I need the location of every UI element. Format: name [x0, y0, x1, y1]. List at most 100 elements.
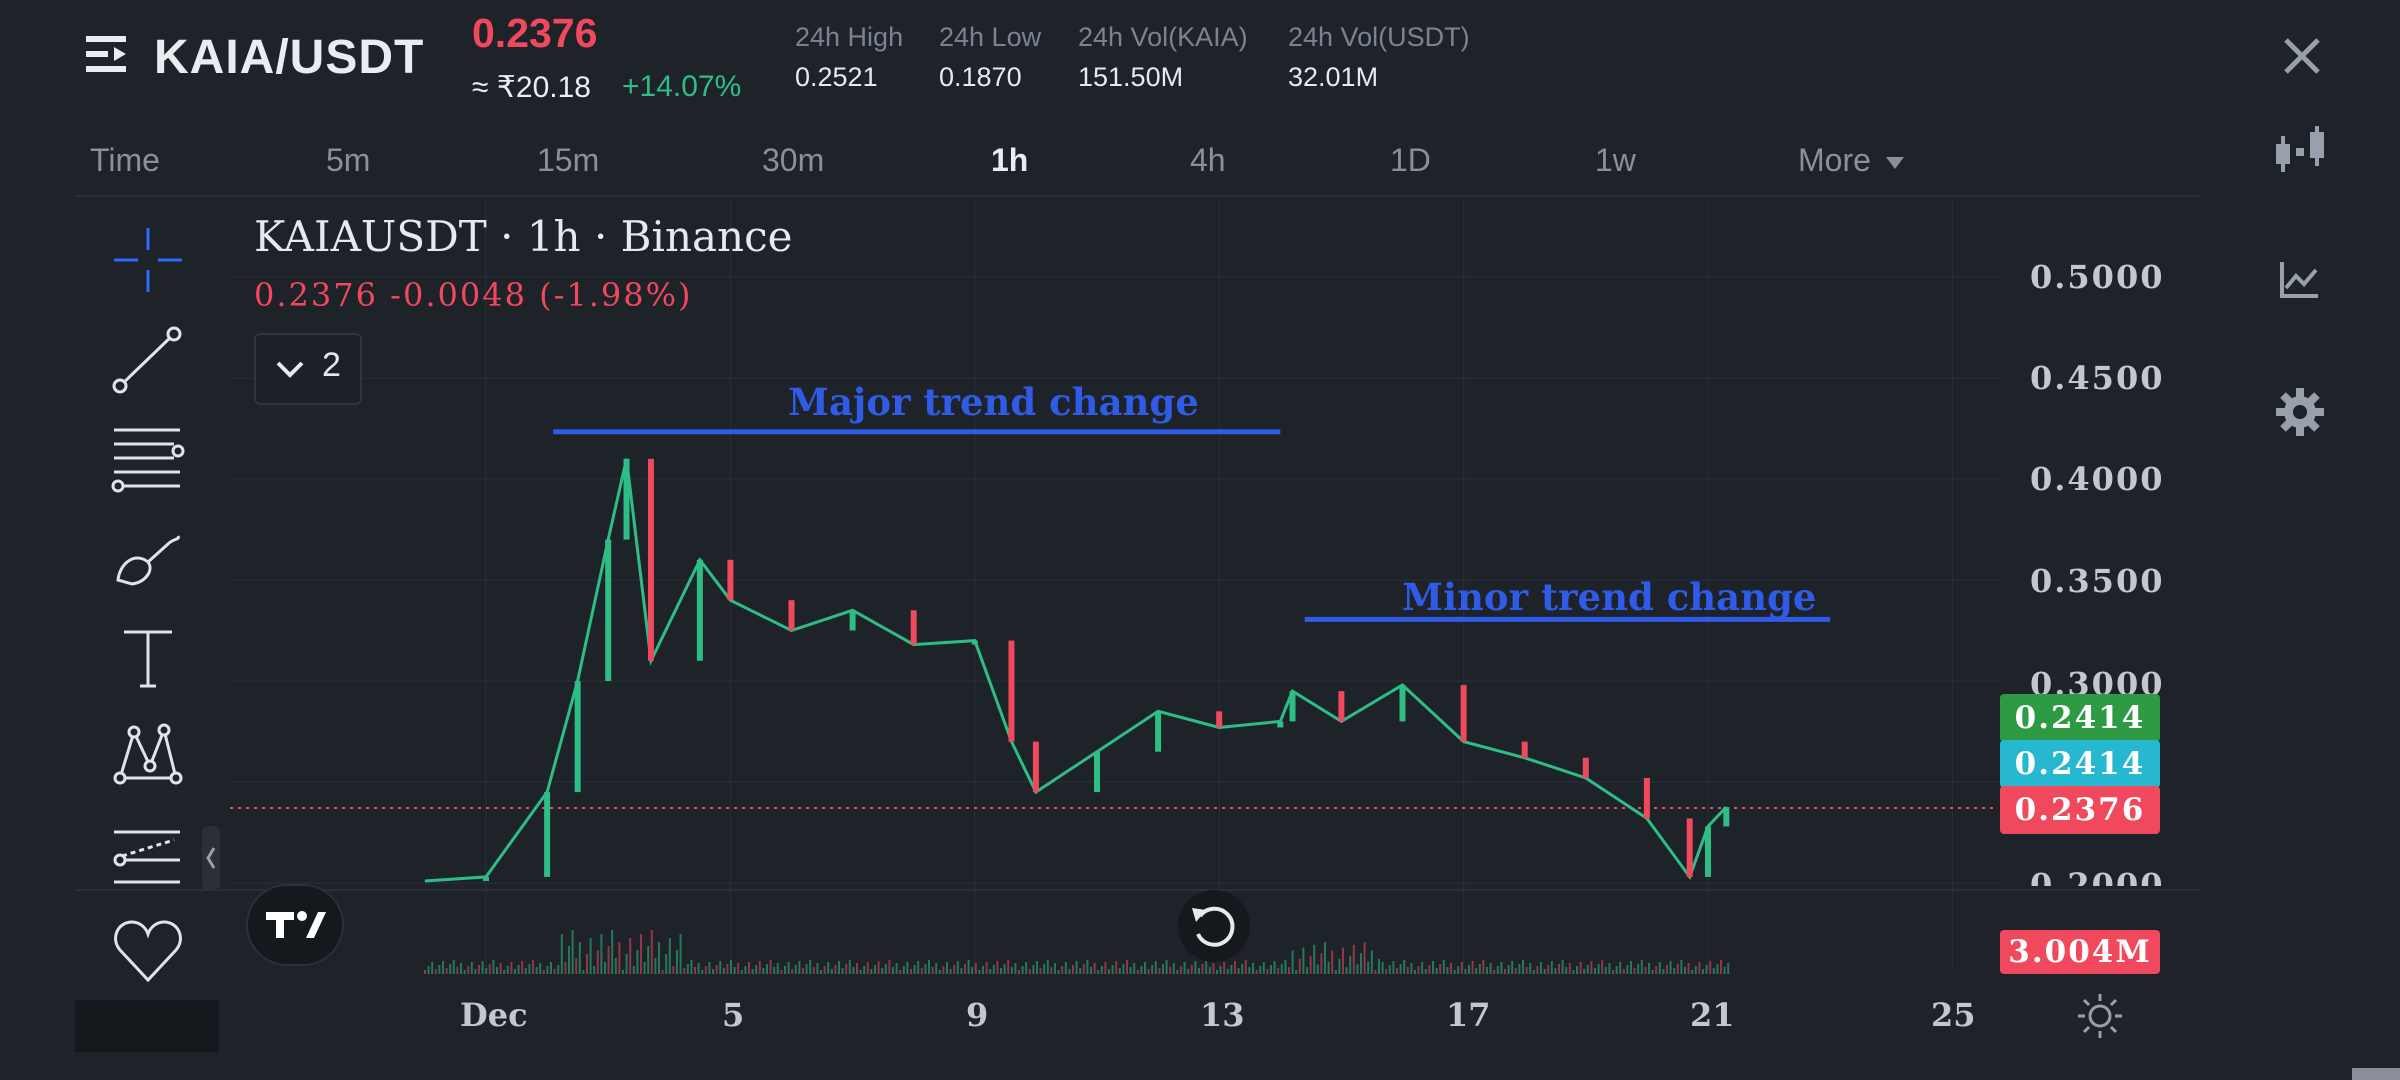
sidebar-collapse-handle[interactable]: [202, 826, 220, 890]
fib-lines-icon[interactable]: [110, 420, 186, 496]
volume-bar: [942, 966, 945, 974]
volume-bar: [1129, 967, 1132, 974]
annotation-minor[interactable]: Minor trend change: [1402, 575, 1817, 619]
volume-bar: [438, 965, 441, 974]
candlestick-icon[interactable]: [2268, 118, 2332, 182]
theme-toggle-icon[interactable]: [2076, 992, 2124, 1040]
trendline-icon[interactable]: [110, 322, 186, 398]
text-icon[interactable]: [110, 620, 186, 696]
price-point-mark: [910, 610, 917, 645]
volume-bar: [1633, 968, 1636, 974]
tf-1h[interactable]: 1h: [991, 142, 1029, 178]
tf-more[interactable]: More: [1798, 142, 1904, 179]
volume-bar: [528, 964, 531, 974]
reset-chart-button[interactable]: [1178, 890, 1250, 962]
pair-symbol[interactable]: KAIA/USDT: [154, 31, 425, 84]
volume-bar: [1219, 966, 1222, 974]
volume-bar: [719, 961, 722, 974]
tf-1d[interactable]: 1D: [1390, 142, 1431, 178]
volume-bar: [1302, 947, 1305, 974]
price-point-mark: [1686, 818, 1693, 877]
volume-bar: [1183, 962, 1186, 974]
scrollbar-thumb[interactable]: [2352, 1068, 2400, 1080]
tf-15m[interactable]: 15m: [537, 142, 600, 178]
volume-bar: [1579, 962, 1582, 974]
volume-bar: [1716, 964, 1719, 974]
volume-bar: [1000, 968, 1002, 974]
volume-bar: [1176, 970, 1179, 974]
volume-bar: [1493, 970, 1496, 974]
volume-bar: [672, 966, 675, 974]
price-point-mark: [647, 458, 654, 661]
tf-30m[interactable]: 30m: [762, 142, 825, 178]
volume-bar: [427, 966, 430, 974]
volume-bar: [1612, 970, 1614, 974]
volume-bar: [899, 970, 902, 974]
volume-bar: [809, 960, 812, 974]
gear-icon[interactable]: [2268, 380, 2332, 444]
volume-bar: [524, 968, 527, 974]
volume-bar: [1687, 963, 1690, 974]
volume-bar: [859, 970, 862, 974]
pattern-icon[interactable]: [110, 716, 186, 792]
brush-icon[interactable]: [110, 522, 186, 598]
volume-bar: [1198, 968, 1200, 974]
trend-drawings: [553, 429, 1831, 622]
volume-bar: [604, 962, 606, 974]
crosshair-icon[interactable]: [110, 222, 186, 298]
volume-bar: [1072, 965, 1074, 974]
volume-bar: [1594, 968, 1596, 974]
price-point-mark: [1460, 685, 1467, 742]
volume-bar: [686, 964, 689, 974]
volume-bar: [1540, 962, 1542, 974]
volume-bar: [1115, 961, 1118, 974]
volume-bar: [1237, 968, 1240, 974]
close-icon[interactable]: [2282, 36, 2322, 76]
annotation-major[interactable]: Major trend change: [788, 380, 1199, 424]
volume-bar: [1234, 961, 1236, 974]
volume-bar: [1018, 970, 1020, 974]
volume-bar: [982, 966, 984, 974]
volume-bar: [1338, 958, 1341, 974]
indicator-icon[interactable]: [2268, 246, 2332, 310]
volume-bar: [614, 958, 617, 974]
volume-bar: [690, 960, 693, 974]
volume-bar: [1010, 967, 1013, 974]
indicator-collapse-button[interactable]: [254, 333, 362, 405]
volume-bar: [773, 967, 776, 974]
volume-bar: [776, 963, 779, 974]
menu-icon[interactable]: [86, 34, 132, 74]
volume-bar: [1316, 964, 1319, 974]
volume-bar: [1396, 968, 1398, 974]
volume-bar: [1640, 960, 1643, 974]
volume-bar: [1370, 950, 1373, 974]
forecast-icon[interactable]: [110, 818, 186, 894]
x-tick-label: 17: [1446, 996, 1491, 1034]
volume-bar: [611, 930, 614, 974]
volume-bar: [629, 938, 632, 974]
volume-bar: [564, 962, 567, 974]
favorite-icon[interactable]: [110, 912, 186, 988]
volume-bar: [1298, 958, 1301, 974]
volume-bar: [715, 965, 718, 974]
price-point-mark: [1399, 685, 1406, 722]
tf-1w[interactable]: 1w: [1595, 142, 1636, 178]
volume-bar: [1007, 960, 1010, 974]
volume-bar: [881, 968, 884, 974]
y-tick-label: 0.4500: [2030, 359, 2165, 397]
volume-bar: [946, 962, 948, 974]
volume-bar: [751, 969, 754, 974]
volume-bar: [1500, 962, 1503, 974]
tradingview-logo[interactable]: [246, 884, 344, 966]
volume-bar: [856, 963, 858, 974]
volume-bar: [1453, 970, 1456, 974]
volume-bar: [1655, 966, 1658, 974]
tf-4h[interactable]: 4h: [1190, 142, 1226, 178]
tf-5m[interactable]: 5m: [326, 142, 371, 178]
tf-time[interactable]: Time: [90, 142, 160, 178]
volume-bar: [1277, 968, 1280, 974]
volume-bar: [1262, 962, 1265, 974]
volume-bar: [1133, 963, 1136, 974]
chart-title: KAIAUSDT · 1h · Binance: [254, 212, 793, 261]
